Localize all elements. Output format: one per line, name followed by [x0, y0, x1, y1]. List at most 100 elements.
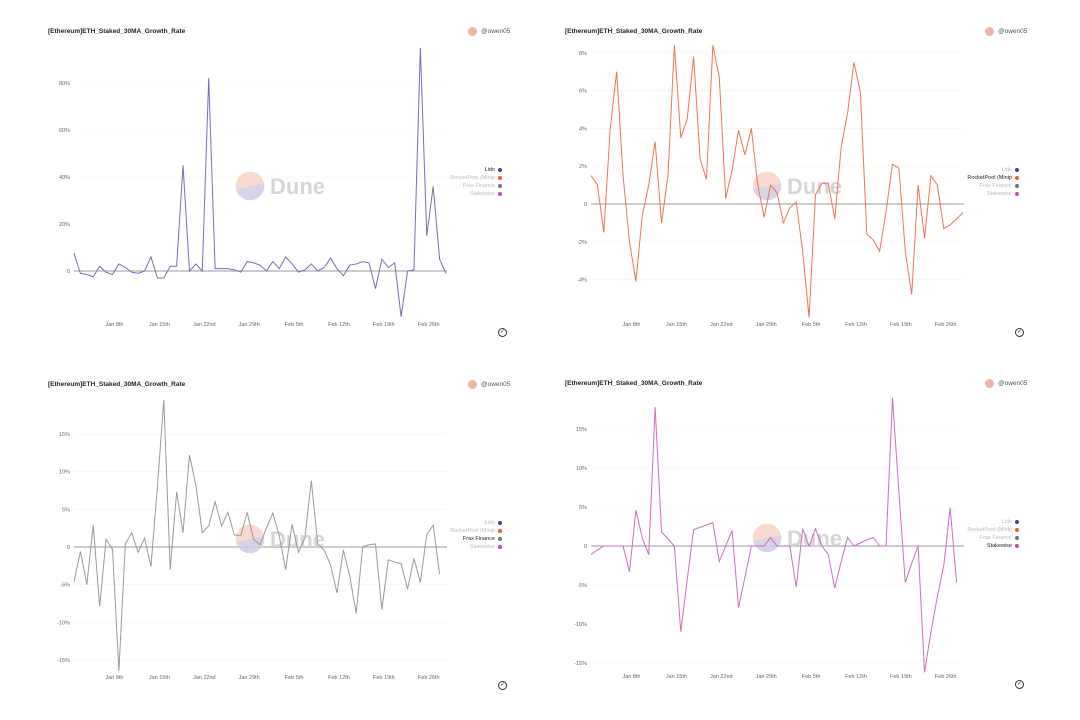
legend-item[interactable]: Stakewise	[450, 543, 502, 551]
author-badge[interactable]: @owen05	[985, 27, 1027, 36]
y-tick-label: -2%	[577, 240, 587, 246]
x-tick-label: Feb 12th	[845, 322, 867, 328]
legend-item[interactable]: Frax Finance	[450, 182, 502, 190]
avatar	[985, 379, 994, 388]
legend-item[interactable]: Lido	[450, 166, 502, 174]
x-tick-label: Jan 15th	[149, 322, 170, 328]
legend-label: Lido	[484, 167, 495, 173]
series-line[interactable]	[590, 397, 958, 673]
x-tick-label: Jan 22nd	[710, 674, 733, 680]
x-tick-label: Feb 26th	[935, 674, 957, 680]
x-tick-label: Feb 5th	[802, 322, 821, 328]
line-chart: 0 20% 40% 60% 80% Jan 8th Jan 15th Jan 22nd Jan …	[59, 47, 447, 328]
legend-dot	[498, 184, 502, 188]
chart-panel: -15% -10% -5% 0 5% 10% 15% Jan 8th Jan 15th Jan 2…	[0, 353, 540, 713]
chart-panel: 0 20% 40% 60% 80% Jan 8th Jan 15th Jan 22nd Jan …	[0, 0, 540, 360]
y-tick-label: 4%	[579, 126, 587, 132]
check-circle-icon[interactable]: ✓	[1015, 680, 1024, 689]
x-tick-label: Jan 22nd	[193, 322, 216, 328]
x-tick-label: Jan 29th	[239, 322, 260, 328]
dune-logo-bottom	[753, 535, 782, 553]
y-tick-label: 8%	[579, 51, 587, 57]
dune-logo-top	[235, 171, 264, 189]
x-tick-label: Jan 15th	[149, 675, 170, 681]
legend-item[interactable]: Frax Finance	[450, 535, 502, 543]
y-tick-label: 10%	[576, 466, 587, 472]
chart-title[interactable]: [Ethereum]ETH_Staked_30MA_Growth_Rate	[565, 28, 703, 35]
x-tick-label: Feb 12th	[845, 674, 867, 680]
y-tick-label: 60%	[59, 128, 70, 134]
legend-item[interactable]: Frax Finance	[967, 182, 1019, 190]
line-chart: -15% -10% -5% 0 5% 10% 15% Jan 8th Jan 15th Jan 2…	[574, 397, 964, 680]
y-tick-label: 10%	[59, 470, 70, 476]
legend: Lido RocketPool (Minip Frax Finance Stakewi…	[967, 518, 1019, 550]
y-tick-label: 15%	[59, 432, 70, 438]
legend-item[interactable]: Stakewise	[967, 542, 1019, 550]
legend-dot	[498, 521, 502, 525]
chart-title[interactable]: [Ethereum]ETH_Staked_30MA_Growth_Rate	[48, 28, 186, 35]
x-tick-label: Feb 19th	[890, 674, 912, 680]
dune-logo-bottom	[236, 536, 265, 554]
author-name: @owen05	[998, 28, 1028, 35]
y-tick-label: -5%	[60, 583, 70, 589]
x-tick-label: Feb 26th	[418, 675, 440, 681]
y-tick-label: 80%	[59, 81, 70, 87]
author-badge[interactable]: @owen05	[985, 379, 1027, 388]
legend-label: RocketPool (Minip	[450, 528, 495, 534]
legend-dot	[498, 168, 502, 172]
legend-item[interactable]: Frax Finance	[967, 534, 1019, 542]
legend-label: RocketPool (Minip	[967, 527, 1012, 533]
legend-dot	[498, 529, 502, 533]
legend-label: Stakewise	[469, 544, 495, 550]
legend-label: Stakewise	[469, 191, 495, 197]
legend-label: Stakewise	[986, 191, 1012, 197]
y-tick-label: 40%	[59, 175, 70, 181]
check-circle-icon[interactable]: ✓	[498, 328, 507, 337]
series-line[interactable]	[73, 400, 441, 672]
y-tick-label: 15%	[576, 427, 587, 433]
legend: Lido RocketPool (Minip Frax Finance Stakewi…	[967, 166, 1019, 198]
author-name: @owen05	[481, 381, 511, 388]
legend-item[interactable]: Lido	[967, 518, 1019, 526]
y-tick-label: 5%	[62, 507, 70, 513]
legend-dot	[498, 537, 502, 541]
legend-label: Lido	[1001, 167, 1012, 173]
legend-item[interactable]: RocketPool (Minip	[967, 526, 1019, 534]
author-badge[interactable]: @owen05	[468, 27, 510, 36]
y-tick-label: 0	[67, 269, 70, 275]
legend-item[interactable]: Lido	[967, 166, 1019, 174]
y-tick-label: 0	[584, 202, 587, 208]
y-tick-label: -4%	[577, 278, 587, 284]
x-tick-label: Jan 29th	[756, 322, 777, 328]
y-tick-label: -15%	[57, 658, 70, 664]
legend-dot	[1015, 536, 1019, 540]
chart-panel: -15% -10% -5% 0 5% 10% 15% Jan 8th Jan 15th Jan 2…	[517, 352, 1057, 712]
x-tick-label: Feb 12th	[328, 322, 350, 328]
x-tick-label: Jan 8th	[105, 675, 123, 681]
y-tick-label: 6%	[579, 89, 587, 95]
legend-label: Frax Finance	[979, 535, 1012, 541]
legend-item[interactable]: RocketPool (Minip	[967, 174, 1019, 182]
legend-item[interactable]: RocketPool (Minip	[450, 527, 502, 535]
avatar	[985, 27, 994, 36]
x-tick-label: Jan 8th	[105, 322, 123, 328]
x-tick-label: Jan 8th	[622, 674, 640, 680]
x-tick-label: Jan 8th	[622, 322, 640, 328]
chart-title[interactable]: [Ethereum]ETH_Staked_30MA_Growth_Rate	[48, 381, 186, 388]
y-tick-label: 0	[67, 545, 70, 551]
check-circle-icon[interactable]: ✓	[1015, 328, 1024, 337]
legend-item[interactable]: Lido	[450, 519, 502, 527]
check-circle-icon[interactable]: ✓	[498, 681, 507, 690]
y-tick-label: 20%	[59, 222, 70, 228]
x-tick-label: Jan 15th	[666, 322, 687, 328]
legend-item[interactable]: RocketPool (Minip	[450, 174, 502, 182]
avatar	[468, 27, 477, 36]
chart-title[interactable]: [Ethereum]ETH_Staked_30MA_Growth_Rate	[565, 380, 703, 387]
legend-label: Frax Finance	[462, 183, 495, 189]
legend-item[interactable]: Stakewise	[967, 190, 1019, 198]
legend-dot	[1015, 544, 1019, 548]
legend-dot	[1015, 176, 1019, 180]
line-chart: -4% -2% 0 2% 4% 6% 8% Jan 8th Jan 15th Jan 22nd Ja…	[577, 45, 964, 328]
author-badge[interactable]: @owen05	[468, 380, 510, 389]
legend-item[interactable]: Stakewise	[450, 190, 502, 198]
